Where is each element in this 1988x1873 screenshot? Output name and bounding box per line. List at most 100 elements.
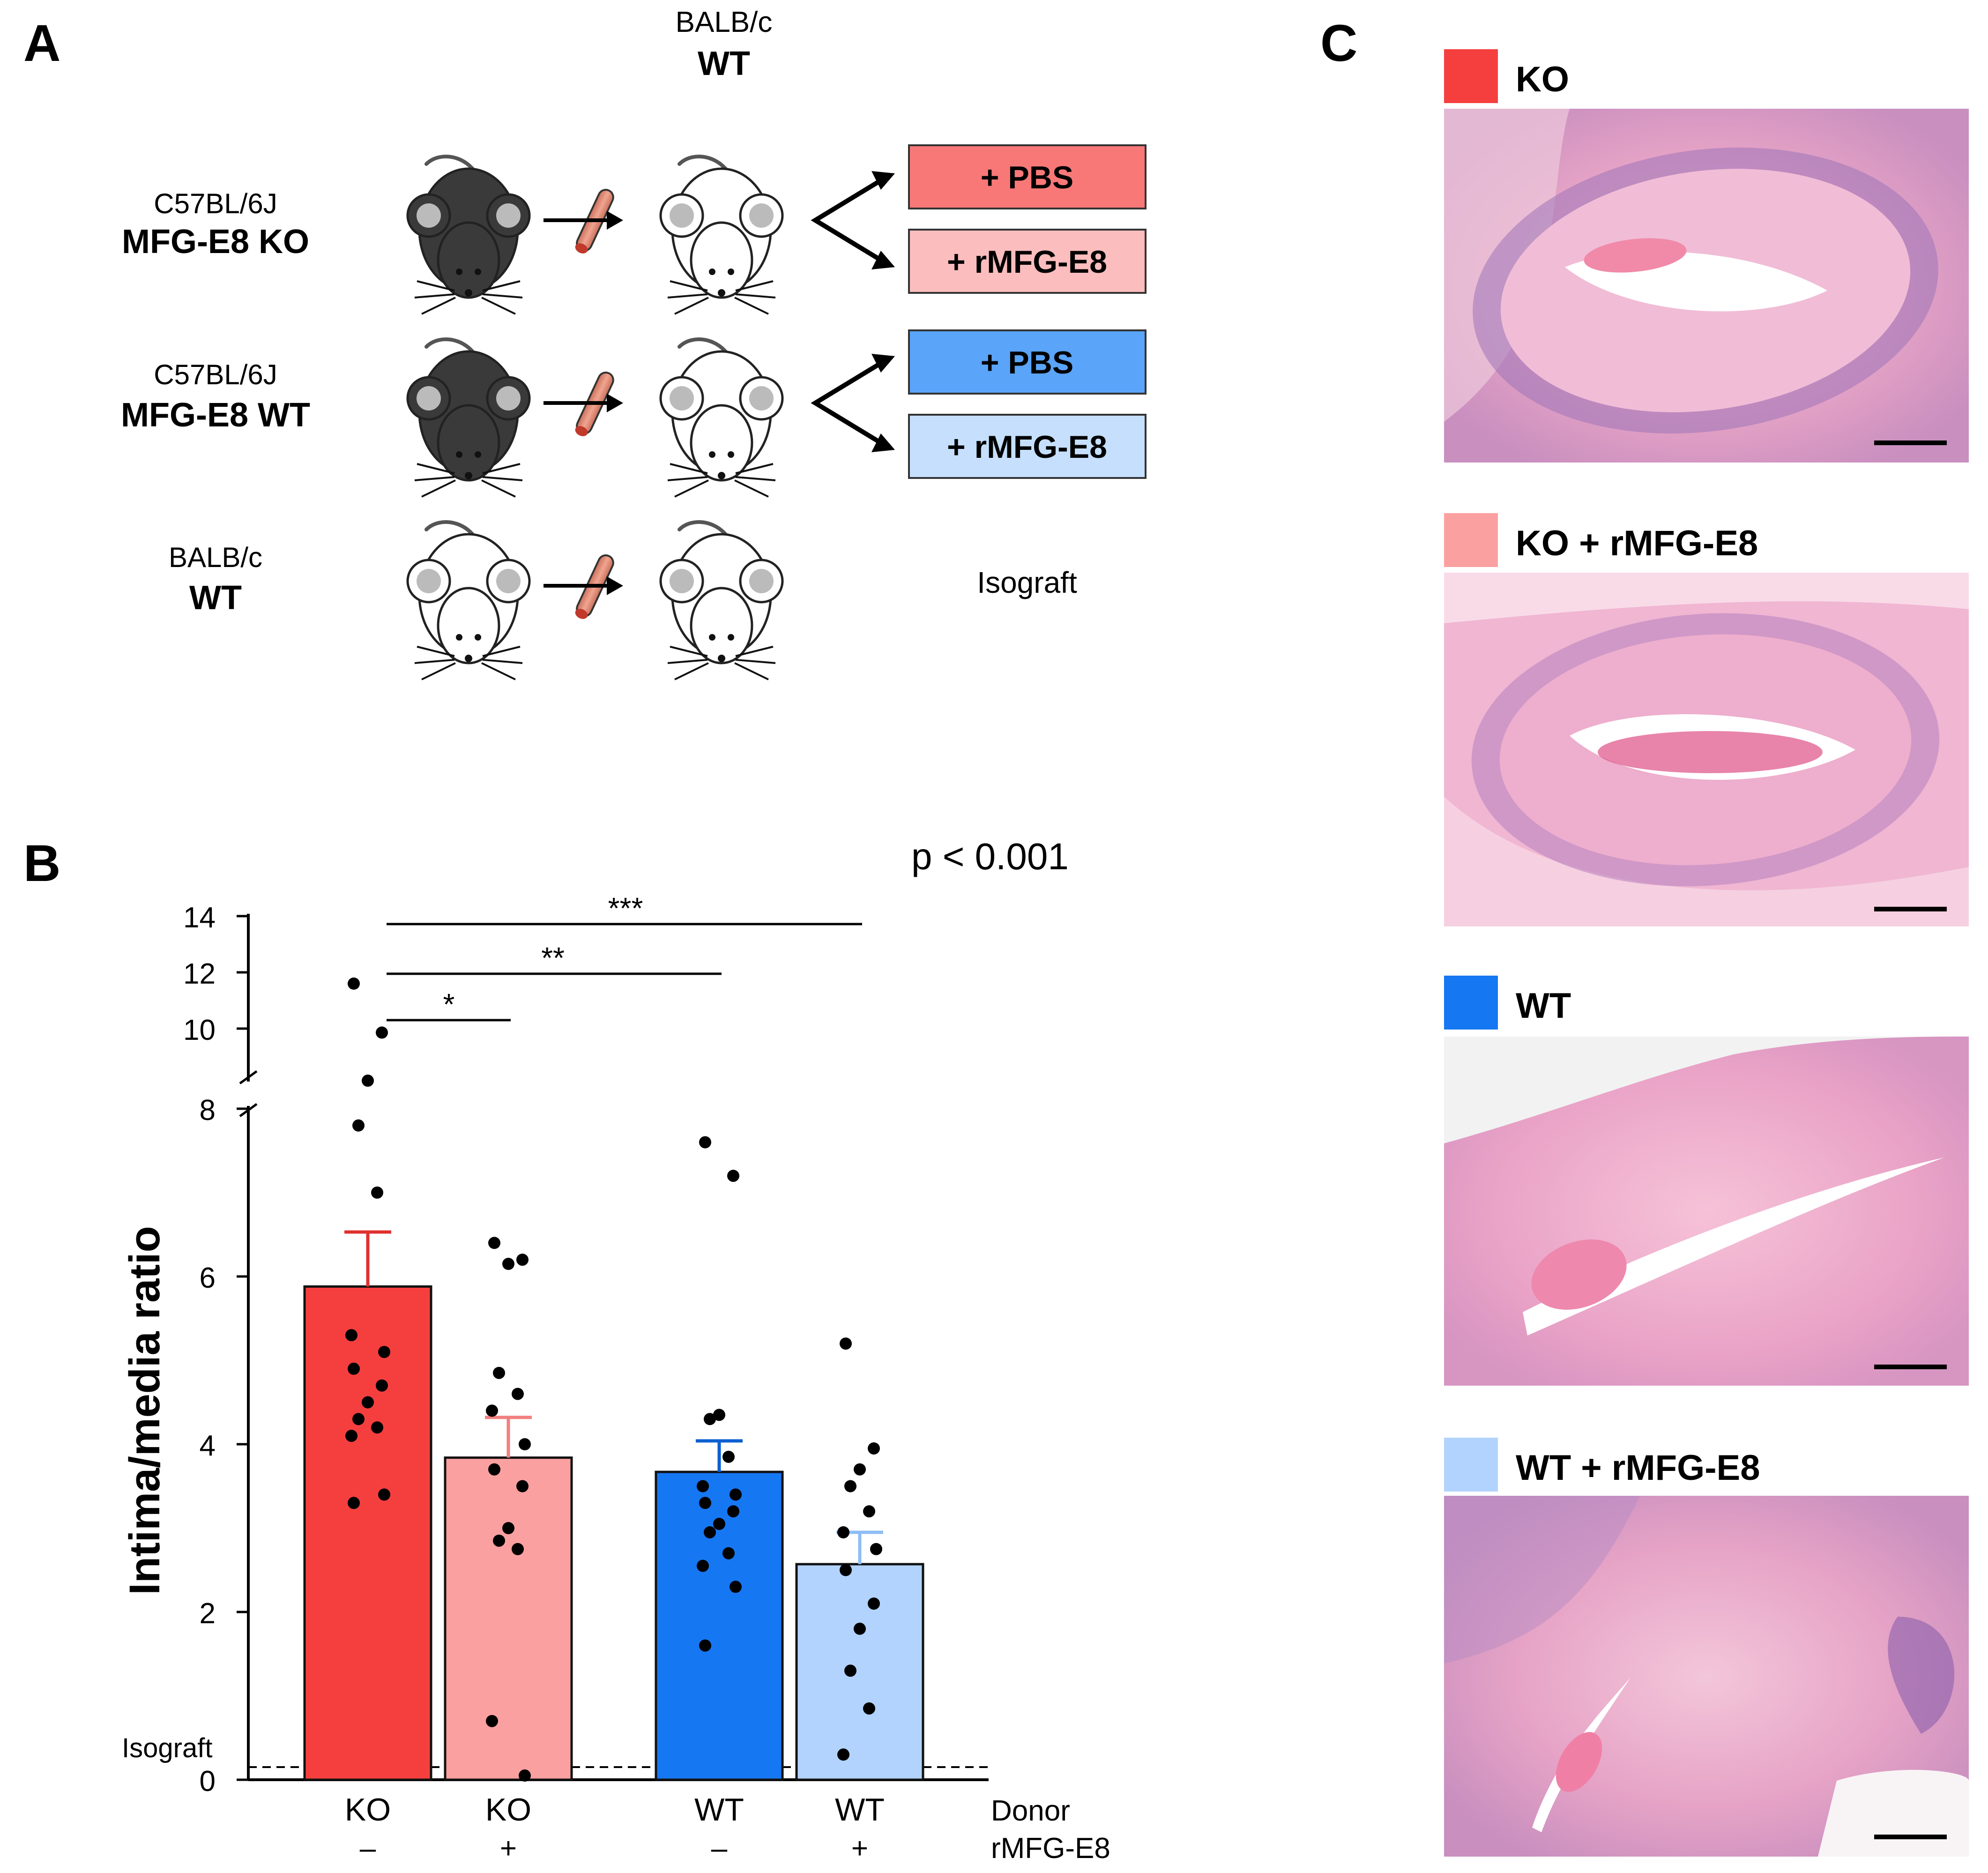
data-point — [863, 1505, 875, 1518]
data-point — [488, 1237, 500, 1249]
data-point — [348, 1362, 360, 1375]
donor-genotype-2: MFG-E8 WT — [121, 396, 310, 434]
data-point — [502, 1258, 514, 1270]
donor-mouse-ko-icon — [408, 157, 529, 314]
panel-label-c: C — [1320, 15, 1357, 72]
x-rmfg-label: – — [711, 1832, 728, 1865]
data-point — [488, 1463, 500, 1476]
p-value: p < 0.001 — [911, 836, 1069, 877]
legend-swatch-wt — [1444, 976, 1498, 1030]
recipient-mouse-icon — [661, 339, 782, 497]
panel-label-a: A — [23, 15, 60, 72]
y-tick-label: 12 — [183, 958, 216, 990]
x-donor-label: WT — [694, 1792, 744, 1828]
data-point — [863, 1702, 875, 1715]
treatment-label: + PBS — [981, 345, 1073, 381]
histology-label-ko-rmfg: KO + rMFG-E8 — [1516, 523, 1758, 563]
data-point — [854, 1463, 866, 1476]
data-point — [730, 1488, 742, 1501]
data-point — [727, 1505, 739, 1518]
data-point — [378, 1346, 390, 1358]
treatment-box-ko-rmfg — [908, 229, 1147, 294]
histology-image-wt — [1444, 1037, 1969, 1386]
x-donor-label: KO — [485, 1792, 531, 1828]
data-point — [348, 978, 360, 990]
data-point — [378, 1488, 390, 1501]
data-point — [371, 1186, 383, 1199]
panel-b: B p < 0.001 Intima/media ratio 0 2 4 6 8… — [23, 835, 1110, 1865]
data-point — [493, 1366, 505, 1379]
x-rmfg-label: + — [851, 1832, 868, 1865]
donor-strain-2: C57BL/6J — [154, 359, 277, 390]
data-point — [727, 1170, 739, 1182]
y-tick-label: 4 — [200, 1430, 216, 1462]
donor-genotype-1: MFG-E8 KO — [122, 223, 309, 261]
data-point — [502, 1522, 514, 1534]
y-tick-label: 10 — [183, 1014, 216, 1046]
data-point — [870, 1543, 882, 1555]
x-donor-label: WT — [835, 1792, 885, 1828]
significance-layer: ****** — [387, 891, 862, 1022]
data-point — [352, 1413, 365, 1425]
legend-swatch-wt-rmfg — [1444, 1438, 1498, 1492]
transfer-arrowhead — [607, 576, 623, 595]
data-point — [704, 1413, 716, 1425]
data-point — [840, 1337, 852, 1350]
treatment-label: + PBS — [981, 160, 1073, 195]
isograft-label: Isograft — [977, 566, 1077, 599]
data-point — [722, 1450, 735, 1463]
significance-stars: *** — [608, 891, 643, 925]
bar-ko-pbs — [303, 1285, 432, 1781]
data-point — [697, 1480, 709, 1492]
split-arrowhead-up — [871, 171, 895, 190]
bars-layer — [303, 1285, 924, 1781]
split-arrow — [811, 178, 882, 262]
y-tick-label: 0 — [200, 1765, 216, 1798]
data-point — [519, 1769, 531, 1782]
data-point — [376, 1379, 388, 1392]
y-tick-label: 8 — [200, 1094, 216, 1127]
histology-image-wt-rmfg — [1444, 1496, 1969, 1857]
data-point — [713, 1518, 725, 1530]
data-point — [699, 1497, 711, 1509]
data-point — [837, 1526, 849, 1538]
data-point — [730, 1581, 742, 1593]
data-point — [512, 1543, 524, 1555]
x-axis-labels: KO KO WT WT – + – + Donor rMFG-E8 — [345, 1792, 1110, 1865]
data-point — [371, 1421, 383, 1434]
donor-genotype-3: WT — [189, 579, 242, 617]
legend-swatch-ko — [1444, 49, 1498, 103]
data-point — [854, 1622, 866, 1635]
data-point — [362, 1075, 374, 1087]
donor-mouse-wt-icon — [408, 339, 529, 497]
data-point — [699, 1136, 711, 1149]
histology-image-ko-rmfg — [1444, 573, 1969, 926]
x-rmfg-label: – — [360, 1832, 376, 1865]
significance-stars: * — [443, 987, 455, 1021]
data-point — [713, 1409, 725, 1421]
x-row-title-rmfg: rMFG-E8 — [991, 1832, 1110, 1865]
data-point — [345, 1430, 357, 1442]
bar-wt-rmfg — [795, 1563, 924, 1781]
donor-mouse-balbc-icon — [408, 522, 529, 679]
data-point — [345, 1329, 357, 1342]
recipient-strain: BALB/c — [676, 6, 773, 38]
axis-break-mark — [239, 1070, 258, 1085]
histology-label-ko: KO — [1516, 60, 1569, 99]
panel-a: A BALB/c WT C57BL/6J MFG-E8 KO + PBS + r… — [23, 6, 1147, 679]
treatment-box-ko-pbs — [908, 144, 1147, 209]
legend-swatch-ko-rmfg — [1444, 513, 1498, 567]
histology-label-wt-rmfg: WT + rMFG-E8 — [1516, 1448, 1760, 1488]
split-arrow — [811, 361, 882, 445]
treatment-label: + rMFG-E8 — [947, 244, 1107, 280]
x-donor-label: KO — [345, 1792, 391, 1828]
transfer-arrowhead — [607, 211, 623, 230]
data-point — [697, 1560, 709, 1572]
treatment-box-wt-rmfg — [908, 414, 1147, 479]
points-layer — [345, 978, 882, 1782]
axis-break-mark — [239, 1103, 258, 1118]
isograft-line-label: Isograft — [122, 1733, 212, 1763]
treatment-label: + rMFG-E8 — [947, 429, 1107, 465]
recipient-mouse-icon — [661, 522, 782, 679]
